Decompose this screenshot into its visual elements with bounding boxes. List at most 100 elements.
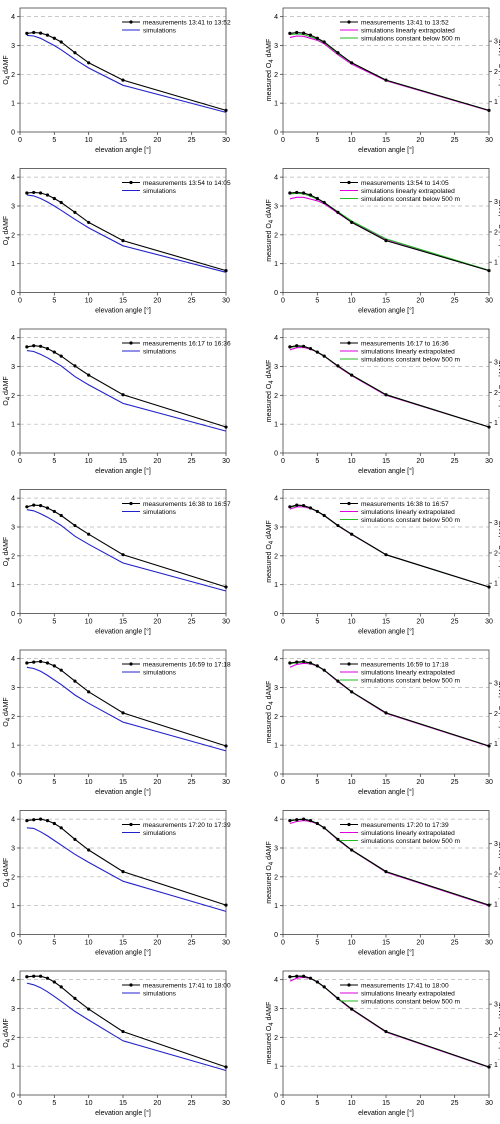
data-point — [39, 344, 43, 348]
data-point — [73, 837, 77, 841]
y-axis-label: O4 dAMF — [3, 376, 12, 405]
y-axis-label: measured O4 dAMF — [266, 39, 275, 102]
y-axis-label: measured O4 dAMF — [266, 360, 275, 423]
y-tick-label: 2 — [274, 1035, 278, 1042]
series-line-1 — [289, 345, 490, 428]
x-tick-label: 10 — [85, 619, 93, 626]
legend-entry: simulations constant below 500 m — [361, 998, 460, 1005]
x-tick-label: 10 — [348, 619, 356, 626]
data-point — [59, 40, 63, 44]
series-line-1 — [289, 975, 490, 1068]
x-tick-label: 20 — [416, 137, 424, 144]
data-point — [59, 513, 63, 518]
chart-panel-13: 0 1 2 3 4 0 5 10 15 20 25 30 elevation angle [°] O4 d… — [3, 970, 231, 1117]
x-tick-label: 20 — [416, 298, 424, 305]
x-tick-label: 0 — [281, 619, 285, 626]
y2-tick-label: 2 — [494, 711, 498, 718]
x-tick-label: 15 — [119, 298, 127, 305]
data-point — [315, 509, 319, 514]
chart-panel-4: 01234123simulated O4 dAMF051015202530ele… — [266, 168, 500, 315]
chart-panel-6: 01234123simulated O4 dAMF051015202530ele… — [266, 328, 500, 475]
data-point — [73, 996, 77, 1000]
x-tick-label: 10 — [348, 779, 356, 786]
y-tick-label: 4 — [274, 817, 278, 824]
legend-entry: simulations constant below 500 m — [361, 517, 460, 524]
data-point — [121, 393, 125, 397]
data-point — [315, 196, 319, 201]
x-tick-label: 0 — [281, 298, 285, 305]
legend-marker — [347, 180, 351, 185]
legend-entry: measurements 16:38 to 16:57 — [143, 501, 231, 508]
x-tick-label: 20 — [153, 1100, 161, 1107]
data-point — [308, 33, 313, 37]
x-tick-label: 30 — [485, 619, 493, 626]
y-tick-label: 0 — [274, 290, 278, 297]
y-tick-label: 3 — [274, 1006, 278, 1013]
data-point — [39, 974, 43, 978]
data-point — [487, 268, 491, 273]
y-tick-label: 2 — [11, 72, 15, 79]
data-point — [295, 974, 299, 978]
y-tick-label: 1 — [274, 1064, 278, 1071]
y-tick-label: 3 — [11, 685, 15, 692]
y2-tick-label: 3 — [494, 199, 498, 206]
series-line-1 — [26, 504, 227, 588]
y-tick-label: 1 — [11, 261, 15, 268]
x-tick-label: 5 — [315, 458, 319, 465]
data-point — [121, 1029, 125, 1034]
y-tick-label: 0 — [274, 611, 278, 618]
y-tick-label: 1 — [11, 1064, 15, 1071]
legend-entry: measurements 13:41 to 13:52 — [143, 19, 231, 26]
series-line-2 — [26, 34, 227, 113]
x-tick-label: 30 — [485, 1100, 493, 1107]
legend-marker — [129, 20, 133, 24]
y-tick-label: 3 — [274, 364, 278, 371]
data-point — [52, 821, 56, 826]
data-point — [52, 509, 56, 514]
y-tick-label: 2 — [11, 1035, 15, 1042]
series-line-2 — [26, 982, 227, 1072]
series-line-2 — [26, 666, 227, 752]
data-point — [315, 821, 319, 826]
data-point — [73, 364, 77, 368]
data-point — [87, 1007, 91, 1011]
y-axis-label: O4 dAMF — [3, 697, 12, 726]
data-point — [302, 659, 306, 664]
data-point — [288, 661, 292, 665]
data-point — [302, 191, 306, 195]
series-line-3 — [289, 192, 490, 271]
data-point — [121, 238, 125, 243]
chart-panel-1: 0 1 2 3 4 0 5 10 15 20 25 30 elevation angle [°] O4 d… — [3, 7, 231, 154]
x-tick-label: 25 — [188, 458, 196, 465]
y-tick-label: 3 — [11, 364, 15, 371]
data-point — [25, 345, 29, 349]
x-tick-label: 0 — [18, 137, 22, 144]
y-tick-label: 1 — [274, 261, 278, 268]
data-point — [350, 1007, 354, 1011]
y-tick-label: 2 — [11, 393, 15, 400]
y-tick-label: 0 — [11, 290, 15, 297]
x-tick-label: 10 — [85, 298, 93, 305]
x-tick-label: 30 — [222, 779, 230, 786]
legend-marker — [347, 501, 351, 506]
data-point — [487, 744, 491, 748]
y2-tick-label: 3 — [494, 1002, 498, 1009]
y-tick-label: 4 — [11, 175, 15, 182]
y-tick-label: 0 — [274, 932, 278, 939]
x-tick-label: 5 — [52, 779, 56, 786]
x-axis-label: elevation angle [°] — [95, 1109, 151, 1117]
x-tick-label: 20 — [153, 940, 161, 947]
x-axis-label: elevation angle [°] — [358, 1109, 414, 1117]
data-point — [336, 364, 340, 368]
legend-marker — [129, 822, 133, 827]
series-line-2 — [26, 350, 227, 432]
x-tick-label: 25 — [451, 779, 459, 786]
data-point — [308, 193, 313, 197]
y-tick-label: 4 — [274, 496, 278, 503]
x-tick-label: 5 — [52, 137, 56, 144]
y-tick-label: 3 — [11, 1006, 15, 1013]
y-tick-label: 3 — [274, 685, 278, 692]
x-tick-label: 25 — [188, 619, 196, 626]
y-tick-label: 1 — [11, 101, 15, 108]
